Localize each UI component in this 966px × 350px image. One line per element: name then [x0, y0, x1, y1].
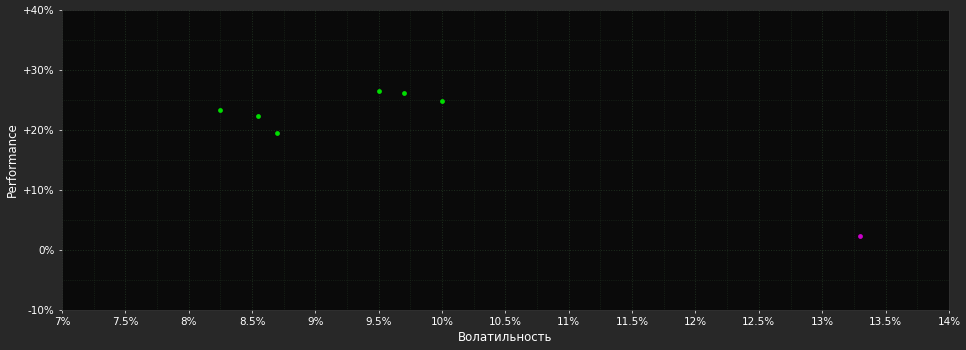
Point: [213, 107, 228, 113]
Point: [852, 233, 867, 239]
Point: [250, 114, 266, 119]
Point: [435, 99, 450, 104]
Point: [371, 88, 386, 93]
Y-axis label: Performance: Performance: [6, 122, 18, 197]
Point: [396, 90, 412, 96]
Point: [270, 130, 285, 135]
X-axis label: Волатильность: Волатильность: [458, 331, 553, 344]
